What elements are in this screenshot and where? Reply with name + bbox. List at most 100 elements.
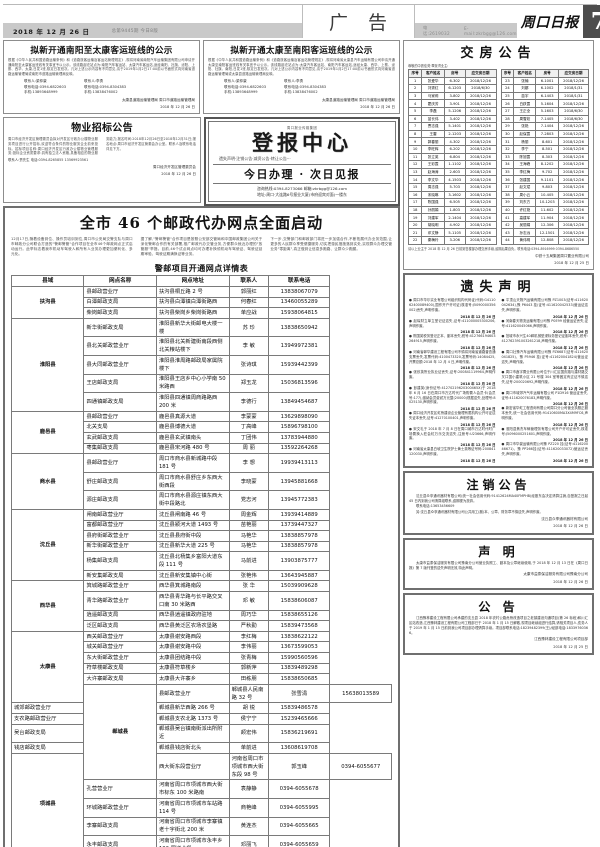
cell-address: 太康县团结路中段 [155,652,230,664]
cancellation-phone: 联系电话:13653456609 [416,504,455,509]
cell-date: 2018/12/26 [464,91,497,101]
statement-section: 声 明 太康市益泰保洁服务有限公司豫南分公司营业执照工、副本及公章继续使用,于 … [403,537,594,591]
masthead-left: 2018 年 12 月 26 日 总第9445期 今日8版 [3,5,303,38]
house-table-right: 序号 客户姓名 房号 应交房日期 23 张楠 6-1001 2018/12/26 24 刘… [500,69,590,245]
cell-address: 鹿邑县宋河路 480 号 [155,442,230,455]
cell-room: 7-2803 [535,129,560,139]
cell-room: 6-1002 [535,84,560,93]
cell-date: 2018/12/26 [464,220,497,230]
table-row: 支农路邮政营业厅 郸城县支农北路 1373 号侯宁宁 15239465666 [10,713,392,725]
cell-customer: 刘东方 [513,198,537,207]
cell-outlet-name: 东大街邮政营业厅 [83,652,157,664]
cell-county: 项城县 [10,752,85,847]
cell-room: 7-1404 [535,122,560,131]
ad-publisher: 周口报业传媒集团 [286,126,318,131]
cell-outlet-name: 柴岗邮政支局 [83,307,157,319]
masthead: 2018 年 12 月 26 日 总第9445期 今日8版 广 告 电话:261… [3,4,600,38]
list-item: ● 张欣英所业执业证丢失,证号:200841119964,声明作废。 [409,370,496,380]
table-row: 9 郭春丽 4-302 2018/12/26 [407,137,497,146]
cell-room: 4-302 [443,137,466,146]
cell-phone: 13783944880 [267,431,331,444]
cell-date: 2018/12/26 [464,182,497,192]
cell-phone: 13838622122 [267,630,331,643]
cell-room: 8-303 [535,152,560,162]
cell-county: 郸城县 [83,683,157,781]
lost-declaration-section: 遗失声明 ● 周口市华尔实业有限公司组织机构代码证(代码:G4110624000… [403,273,594,468]
ad-services: 遗失声明·注销公告·减资公告·转让公告··· [213,156,391,162]
cell-customer: 王彩霞 [421,160,445,169]
table-row: 23 张楠 6-1001 2018/12/26 [500,76,589,86]
house-table-left-wrap: 序号 客户姓名 房号 应交房日期 1 张爱华 6-302 2018/12/26 2 刘秀红… [407,69,497,245]
cell-address: 河南省周口市项城市李寨镇老十字街北 200 米 [155,816,230,837]
cell-room: 2-1203 [443,129,466,139]
public-notice-row: 拟新开通南阳至太康客运班线的公示 根据《中华人民共和国道路运输条例》和《道路旅客… [3,40,400,117]
table-row: 19 刘建军 2-1404 2018/12/26 [407,213,497,222]
cell-index: 11 [407,152,423,162]
declaration-date: 2018 年 12 月 26 日 [460,366,496,371]
list-item: ● 周口经济开发区虹桥建设企业管理有限机构公开可证遗失证本丢失,证号:41270… [409,411,496,421]
cell-index: 28 [500,114,515,124]
declaration-date: 2018 年 12 月 26 日 [460,443,496,448]
announcement-title: 公 告 [478,600,519,615]
list-item: ● 平顶山天物汽运输有限公司豫 PZ1003(证号:411620042634),… [502,298,589,312]
table-row: 10 李旺辉 6-202 2018/12/26 [407,144,497,154]
cancellation-notice-section: 注销公告 沈丘县众享通讯器材有限公司(统一社会信用代码:91412624MA40… [403,470,594,535]
contact-block-b: 联系人:李勇 联系电话:0394-8304383 手机:13838476002 [84,79,126,95]
declaration-text: 赵琛财立单立堂记证遗失,证号:411000005300206,声明作废。 [409,318,496,328]
declaration-text: 平顶山天物汽运输有限公司豫 PZ1003(证号:411620042634),豫 … [501,298,589,313]
table-row: 42 吴丽娟 12-306 2018/12/26 [500,220,589,230]
table-row: 30 赵保霞 7-2803 2018/12/26 [500,129,589,139]
ad-title: 登报中心 [252,130,352,156]
cell-room: 5-1604 [535,99,560,108]
table-row: 22 秦梅玲 3-206 2018/12/26 [407,236,497,245]
cell-phone: 13838857978 [267,540,331,553]
cell-date: 2018/12/26 [464,99,497,108]
cell-customer: 赵保霞 [513,129,537,139]
cell-date: 2018/12/26 [464,144,497,154]
declaration-text: 陈国英税务登记正本、副本丢失,税号:412766194603264915,声明作… [409,334,496,344]
cell-phone: 15039909628 [267,580,331,593]
announcement-date: 2018 年 12 月 25 日 [553,644,588,649]
cell-date: 2018/12/26 [558,175,589,184]
table-row: 39 刘东方 10-1203 2018/12/26 [500,198,589,207]
network-table-title: 警邮项目开通网点详情表 [154,263,249,274]
hth-date-r: 应交房日期 [558,69,589,78]
cell-room: 6-804 [443,152,466,162]
table-row: 县大同邮政营业厅 淮阳县淮周路邮政局家属院楼下 张诗琪 15939442399 [12,354,392,375]
bullet-icon: ● [409,370,414,375]
feature-col-2: 据了解,"警邮警管"合作项目是按照公安部交管局和中国邮政集团公司关于深化警邮合作… [140,237,263,257]
cell-room: 6-302 [443,76,466,86]
cell-index: 41 [500,213,515,222]
declaration-date: 2018 年 12 月 26 日 [553,346,588,351]
hth-index-l: 序号 [407,69,423,78]
cell-date: 2018/12/26 [558,167,589,177]
cell-person: 张 华 [228,580,269,593]
bullet-icon: ● [409,334,414,339]
bullet-icon: ● [409,426,414,431]
cell-room: 6-1403 [535,91,560,101]
cell-index: 26 [500,99,515,108]
contact-phone-label-2: 联系电话:0394-8304383 [84,84,127,89]
cell-date: 2018/12/26 [464,236,497,245]
cell-address: 郸城县人民南路 32 号 [228,683,269,704]
cell-date: 2018/12/26 [558,99,589,108]
cell-outlet-name: 王店邮政支局 [83,373,157,394]
cell-date: 2018/12/26 [558,144,589,154]
cell-customer: 孙丽娟 [421,205,445,215]
declaration-date: 2018 年 12 月 26 日 [460,407,496,412]
cancellation-title: 注销公告 [466,477,531,492]
cell-customer: 周志强 [421,182,445,192]
table-row: 城郊邮政营业厅 郸城县新华西路 266 号胡 锐 15839486578 [10,702,392,714]
table-row: 25 苗宇 6-1403 2018/1/31 [500,91,589,101]
cell-index: 30 [500,129,515,139]
cell-customer: 王海峰 [513,160,537,169]
house-tables: 序号 客户姓名 房号 应交房日期 1 张爱华 6-302 2018/12/26 2 刘秀红… [407,69,590,245]
ad-banner[interactable]: 周口报业传媒集团 登报中心 遗失声明·注销公告·减资公告·转让公告··· 今日办… [204,117,400,207]
cell-address: 太康县符草楼乡 [155,662,230,675]
list-item: ● 周口市城郊汽气车运输有限公司 P1D916 营运证丢失,证号:4116200… [502,391,589,401]
cell-address: 扶沟县柴岗乡柴岗街路西 [155,307,230,319]
cell-customer: 白跃霞 [513,99,537,108]
th-county: 县域 [10,275,85,287]
table-row: 35 李红梅 9-702 2018/12/26 [500,167,589,177]
cell-outlet-name: 县邮政营业厅 [83,286,157,298]
